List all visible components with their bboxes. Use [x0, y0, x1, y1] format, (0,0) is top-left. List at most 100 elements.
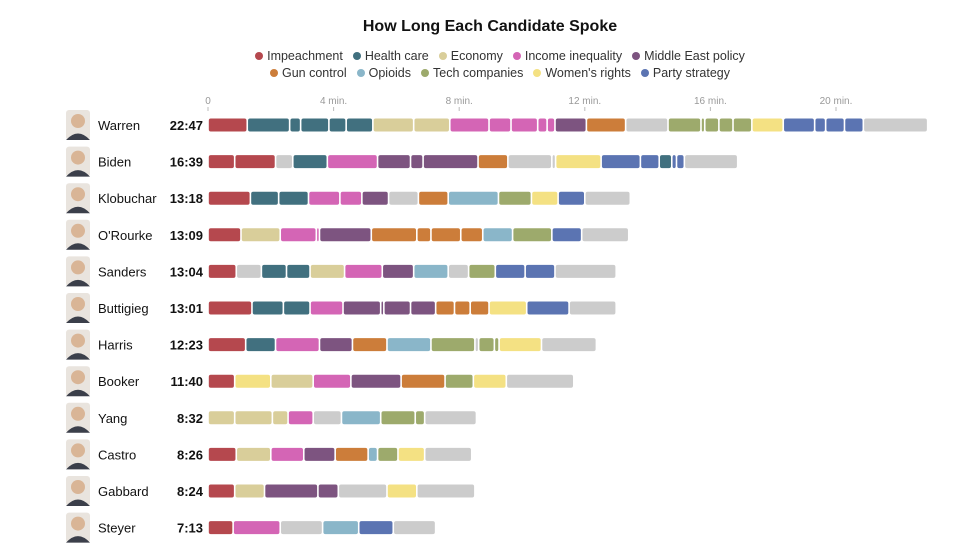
bar-segment-mideast	[265, 484, 318, 498]
candidate-name: Booker	[98, 374, 140, 389]
bar-segment-income	[317, 228, 319, 242]
candidate-name: Buttigieg	[98, 301, 149, 316]
bar-segment-gun	[478, 155, 508, 169]
candidate-total-time: 16:39	[170, 155, 203, 170]
bar-segment-mideast	[555, 118, 586, 132]
legend-item-opioids: Opioids	[356, 66, 411, 80]
bar-segment-other	[582, 228, 628, 242]
bar-segment-economy	[414, 118, 449, 132]
bar-segment-women	[235, 374, 270, 388]
bar-segment-gun	[419, 191, 448, 205]
bar-segment-mideast	[423, 155, 478, 169]
bar-segment-income	[276, 338, 319, 352]
bar-segment-mideast	[343, 301, 380, 315]
bar-segment-impeachment	[208, 374, 234, 388]
legend-item-party: Party strategy	[640, 66, 730, 80]
legend-row-1: Impeachment Health care Economy Income ineq…	[0, 49, 980, 63]
bar-segment-income	[511, 118, 537, 132]
bar-segment-impeachment	[235, 155, 275, 169]
bar-segment-impeachment	[208, 191, 250, 205]
bar-segment-opioids	[414, 264, 448, 278]
bar-segment-gun	[587, 118, 625, 132]
bar-segment-tech	[431, 338, 475, 352]
bar-segment-health	[287, 264, 310, 278]
bar-segment-gun	[372, 228, 417, 242]
bar-segment-women	[532, 191, 558, 205]
bar-segment-other	[569, 301, 616, 315]
chart-title: How Long Each Candidate Spoke	[362, 18, 618, 35]
bar-segment-other	[237, 264, 261, 278]
bar-segment-party	[601, 155, 640, 169]
bar-segment-gun	[470, 301, 489, 315]
bar-segment-income	[310, 301, 343, 315]
bar-segment-opioids	[323, 521, 358, 535]
bar-segment-impeachment	[208, 521, 233, 535]
bar-segment-other	[507, 374, 574, 388]
legend-swatch-economy	[438, 52, 447, 60]
bar-segment-income	[538, 118, 547, 132]
bar-segment-opioids	[387, 338, 431, 352]
candidate-name: Yang	[98, 411, 127, 426]
candidate-avatar	[66, 183, 90, 214]
bar-segment-opioids	[483, 228, 512, 242]
bar-segment-mideast	[320, 228, 371, 242]
candidate-name: O'Rourke	[98, 228, 153, 243]
legend-swatch-party	[640, 69, 649, 77]
candidate-avatar	[66, 476, 90, 506]
x-tick-label: 12 min.	[568, 96, 601, 107]
bar-segment-tech	[495, 338, 499, 352]
legend-swatch-tech	[421, 69, 430, 77]
candidate-name: Sanders	[98, 264, 147, 279]
bar-segment-mideast	[362, 191, 388, 205]
bar-segment-other	[313, 411, 341, 425]
candidate-total-time: 13:09	[170, 228, 203, 243]
bar-segment-gun	[436, 301, 454, 315]
legend-label-mideast: Middle East policy	[644, 49, 745, 63]
bar-segment-income	[233, 521, 280, 535]
legend-item-economy: Economy	[438, 49, 503, 63]
legend-swatch-women	[533, 69, 542, 77]
bar-segment-gun	[431, 228, 460, 242]
bar-segment-other	[508, 155, 552, 169]
candidate-total-time: 8:24	[177, 484, 204, 499]
candidate-avatar	[66, 402, 90, 433]
bar-segment-tech	[416, 411, 424, 425]
bar-segment-health	[290, 118, 300, 132]
bar-segment-women	[489, 301, 526, 315]
candidate-total-time: 13:01	[170, 301, 203, 316]
candidate-total-time: 8:26	[177, 447, 203, 462]
bar-segment-health	[248, 118, 289, 132]
bar-segment-party	[826, 118, 844, 132]
x-tick-label: 8 min.	[446, 96, 473, 107]
bar-segment-economy	[273, 411, 288, 425]
candidate-avatar	[66, 366, 90, 397]
bar-segment-economy	[310, 264, 344, 278]
candidate-total-time: 8:32	[177, 411, 203, 426]
bar-segment-health	[284, 301, 310, 315]
candidate-name: Castro	[98, 447, 136, 462]
candidate-avatar	[66, 329, 90, 360]
bar-segment-health	[346, 118, 373, 132]
bar-segment-mideast	[304, 447, 335, 461]
bar-segment-other	[685, 155, 737, 169]
bar-segment-other	[626, 118, 668, 132]
bar-segment-other	[552, 155, 555, 169]
legend-item-impeachment: Impeachment	[255, 49, 343, 63]
legend-swatch-gun	[270, 69, 278, 77]
bar-segment-health	[246, 338, 275, 352]
bar-segment-mideast	[384, 301, 410, 315]
bar-segment-tech	[479, 338, 494, 352]
candidate-name: Biden	[98, 155, 131, 170]
candidate-name: Steyer	[98, 521, 136, 536]
bar-segment-income	[281, 228, 316, 242]
bar-segment-health	[279, 191, 308, 205]
bar-segment-other	[864, 118, 927, 132]
bar-segment-impeachment	[208, 484, 234, 498]
bar-segment-other	[394, 521, 435, 535]
bar-segment-income	[313, 374, 351, 388]
candidate-avatar	[66, 110, 90, 140]
bar-segment-gun	[417, 228, 431, 242]
legend-swatch-impeachment	[255, 52, 264, 60]
candidate-total-time: 22:47	[170, 118, 203, 133]
bar-segment-mideast	[351, 374, 401, 388]
